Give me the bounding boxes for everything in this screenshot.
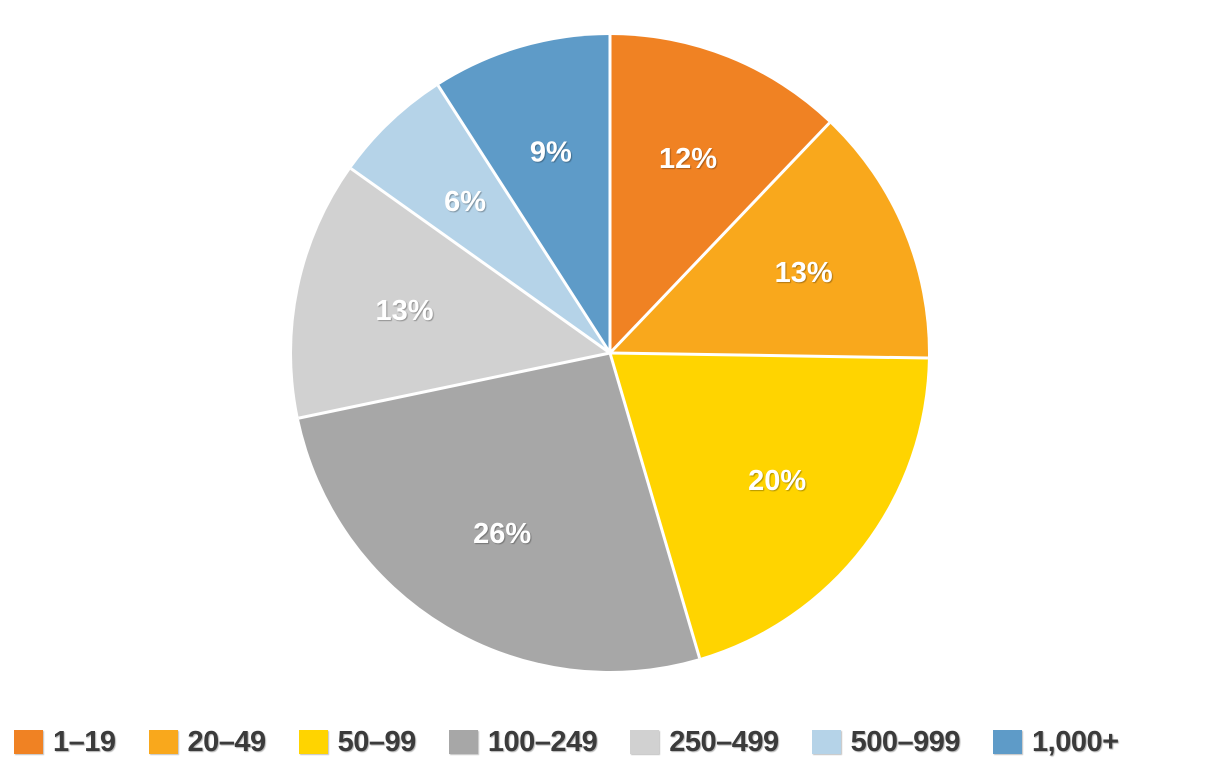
- pie-slice-20-49: [610, 122, 929, 359]
- legend-label: 100–249: [487, 725, 598, 758]
- slice-label-250-499: 13%: [375, 295, 433, 327]
- legend-item-1-19: 1–19: [14, 726, 116, 759]
- slice-divider: [608, 352, 702, 659]
- legend: 1–19 20–49 50–99 100–249 250–499 500–999…: [14, 725, 1119, 759]
- pie-slice-250-499: [291, 168, 610, 419]
- legend-label: 50–99: [337, 725, 417, 758]
- legend-swatch-icon: [811, 730, 841, 754]
- legend-item-50-99: 50–99: [298, 725, 417, 759]
- legend-swatch-icon: [148, 730, 178, 754]
- pie-slice-100-249: [298, 353, 700, 672]
- pie-chart: 12% 13% 20% 26% 13% 6% 9%: [291, 35, 929, 672]
- legend-item-250-499: 250–499: [630, 725, 779, 759]
- slice-label-1-19: 12%: [659, 143, 717, 175]
- slice-divider: [298, 351, 611, 420]
- legend-item-100-249: 100–249: [448, 725, 598, 759]
- pie-slice-1-000plus: [438, 35, 610, 353]
- pie-slice-1-19: [610, 35, 830, 353]
- slice-label-50-99: 20%: [748, 465, 806, 497]
- pie-slice-50-99: [610, 353, 928, 659]
- slice-label-1-000plus: 9%: [530, 137, 572, 169]
- legend-label: 20–49: [187, 725, 267, 758]
- slice-label-100-249: 26%: [473, 518, 531, 550]
- legend-label: 500–999: [850, 725, 961, 758]
- slice-divider: [350, 167, 611, 355]
- legend-label: 1–19: [53, 725, 116, 758]
- legend-label: 250–499: [669, 725, 779, 758]
- legend-swatch-icon: [630, 730, 660, 754]
- pie-slice-500-999: [350, 85, 610, 353]
- legend-label: 1,000+: [1032, 725, 1119, 758]
- legend-swatch-icon: [298, 730, 328, 754]
- legend-swatch-icon: [448, 730, 478, 754]
- slice-divider: [436, 84, 612, 354]
- legend-swatch-icon: [14, 730, 43, 754]
- slice-divider: [609, 351, 928, 360]
- slice-divider: [608, 121, 831, 355]
- legend-item-1-000plus: 1,000+: [993, 726, 1119, 759]
- legend-item-500-999: 500–999: [811, 725, 961, 759]
- slice-label-20-49: 13%: [775, 257, 833, 289]
- slice-label-500-999: 6%: [444, 186, 486, 218]
- legend-swatch-icon: [993, 730, 1023, 754]
- legend-item-20-49: 20–49: [148, 725, 267, 759]
